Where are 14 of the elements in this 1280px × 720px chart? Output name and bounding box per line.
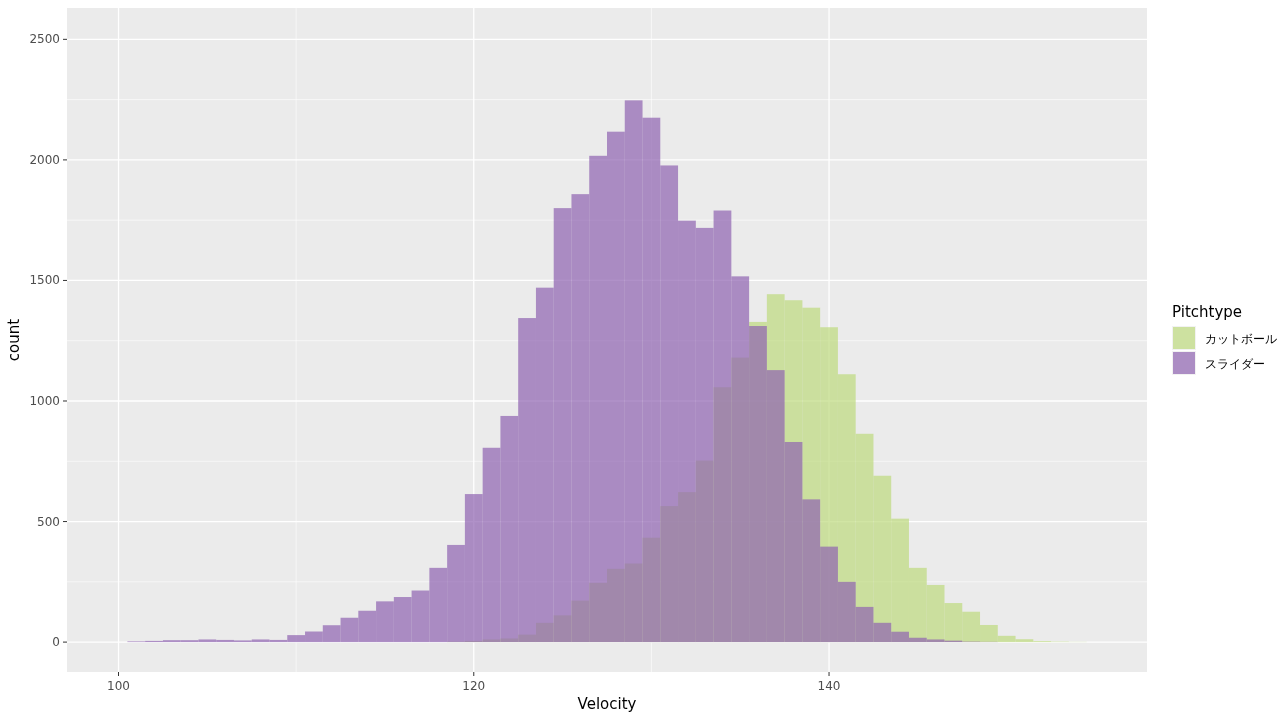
y-axis-title: count: [5, 318, 23, 362]
x-tick-label: 140: [817, 679, 841, 693]
y-tick-label: 2000: [29, 152, 60, 167]
y-tick-label: 0: [52, 635, 60, 650]
x-tick-label: 100: [107, 679, 130, 693]
y-tick-label: 1500: [29, 273, 60, 288]
y-tick-label: 500: [37, 514, 60, 529]
legend-title: Pitchtype: [1172, 303, 1243, 321]
x-tick-label: 120: [462, 679, 486, 693]
y-tick-label: 1000: [29, 394, 60, 408]
y-tick-label: 2500: [29, 32, 60, 47]
legend-label: カットボール: [1205, 332, 1277, 346]
legend-label: スライダー: [1205, 357, 1265, 371]
x-axis-title: Velocity: [577, 695, 637, 713]
